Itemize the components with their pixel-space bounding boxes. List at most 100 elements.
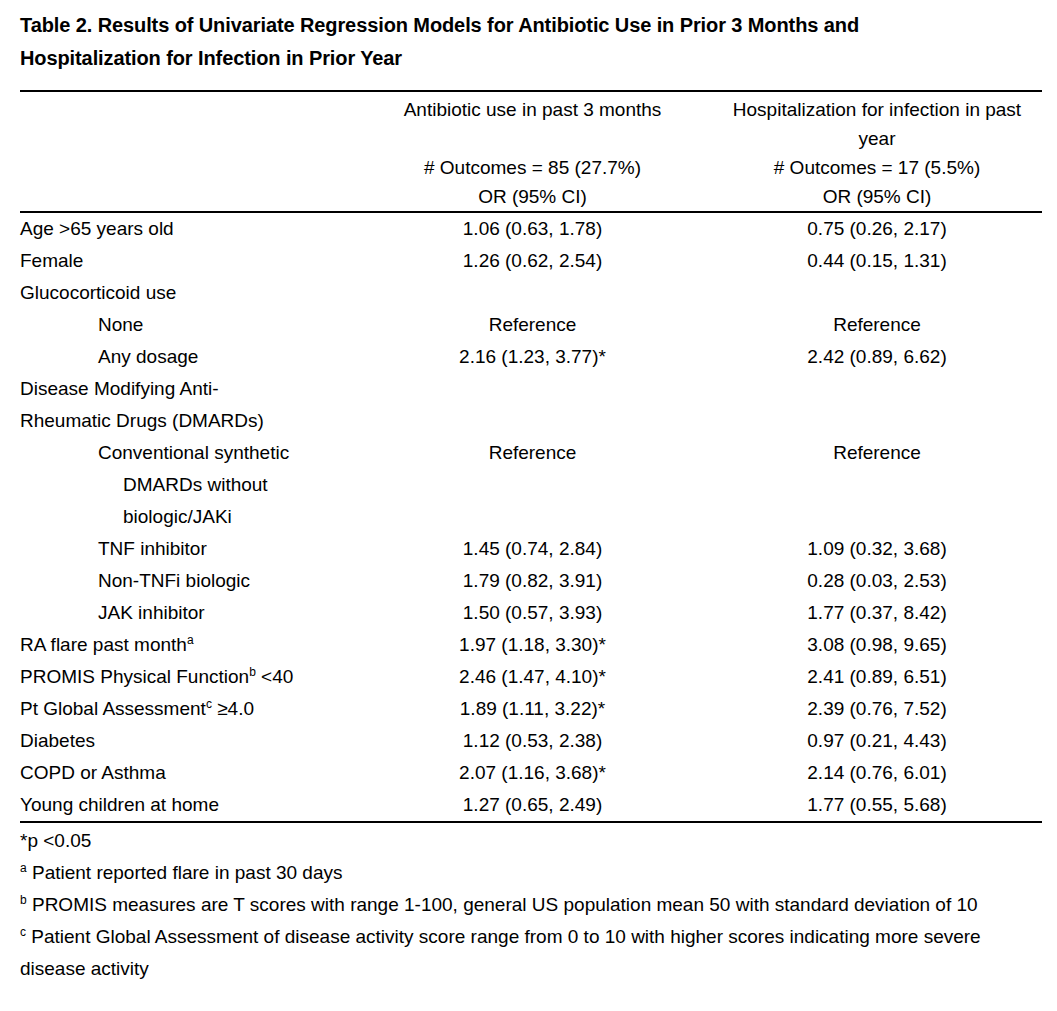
- antibiotic-or-value: 2.07 (1.16, 3.68)*: [365, 757, 700, 789]
- row-label-line: Young children at home: [20, 789, 365, 821]
- row-label-line: Female: [20, 245, 365, 277]
- row-label-line: RA flare past montha: [20, 629, 365, 661]
- table-row: Non-TNFi biologic1.79 (0.82, 3.91)0.28 (…: [20, 565, 1042, 597]
- table-row: Conventional syntheticDMARDs withoutbiol…: [20, 437, 1042, 533]
- table-row: Young children at home1.27 (0.65, 2.49)1…: [20, 789, 1042, 821]
- footnote-marker: c: [206, 697, 212, 711]
- hospitalization-or-value: 0.97 (0.21, 4.43): [700, 725, 1042, 757]
- antibiotic-or-value: [365, 277, 700, 309]
- row-label-line: Non-TNFi biologic: [20, 565, 365, 597]
- header-hospitalization-column: Hospitalization for infection in past ye…: [700, 92, 1042, 211]
- table-title-line-2: Hospitalization for Infection in Prior Y…: [20, 42, 1042, 75]
- antibiotic-or-value: [365, 373, 700, 437]
- row-label-line: JAK inhibitor: [20, 597, 365, 629]
- row-label: RA flare past montha: [20, 629, 365, 661]
- table-row: Female1.26 (0.62, 2.54)0.44 (0.15, 1.31): [20, 245, 1042, 277]
- row-label-line: Rheumatic Drugs (DMARDs): [20, 405, 365, 437]
- header-hospitalization-or-label: OR (95% CI): [712, 182, 1042, 211]
- footnotes: *p <0.05a Patient reported flare in past…: [20, 823, 1005, 985]
- row-label: Conventional syntheticDMARDs withoutbiol…: [20, 437, 365, 533]
- row-label: Female: [20, 245, 365, 277]
- row-label-line: Pt Global Assessmentc ≥4.0: [20, 693, 365, 725]
- row-label-line: PROMIS Physical Functionb <40: [20, 661, 365, 693]
- header-antibiotic-outcomes: # Outcomes = 85 (27.7%): [365, 153, 700, 182]
- table-body: Age >65 years old1.06 (0.63, 1.78)0.75 (…: [20, 213, 1042, 821]
- row-label-line: Conventional synthetic: [20, 437, 365, 469]
- table-row: Any dosage2.16 (1.23, 3.77)*2.42 (0.89, …: [20, 341, 1042, 373]
- antibiotic-or-value: 1.50 (0.57, 3.93): [365, 597, 700, 629]
- antibiotic-or-value: 1.27 (0.65, 2.49): [365, 789, 700, 821]
- table-row: Diabetes1.12 (0.53, 2.38)0.97 (0.21, 4.4…: [20, 725, 1042, 757]
- hospitalization-or-value: 1.77 (0.37, 8.42): [700, 597, 1042, 629]
- row-label-line: Disease Modifying Anti-: [20, 373, 365, 405]
- hospitalization-or-value: 1.09 (0.32, 3.68): [700, 533, 1042, 565]
- hospitalization-or-value: Reference: [700, 309, 1042, 341]
- antibiotic-or-value: 1.79 (0.82, 3.91): [365, 565, 700, 597]
- row-label: TNF inhibitor: [20, 533, 365, 565]
- header-hospitalization-outcomes: # Outcomes = 17 (5.5%): [712, 153, 1042, 182]
- antibiotic-or-value: 1.45 (0.74, 2.84): [365, 533, 700, 565]
- table-row: Glucocorticoid use: [20, 277, 1042, 309]
- footnote: b PROMIS measures are T scores with rang…: [20, 889, 1005, 921]
- table-row: Pt Global Assessmentc ≥4.01.89 (1.11, 3.…: [20, 693, 1042, 725]
- table-row: JAK inhibitor1.50 (0.57, 3.93)1.77 (0.37…: [20, 597, 1042, 629]
- row-label-line: DMARDs without: [20, 469, 365, 501]
- table-row: Disease Modifying Anti-Rheumatic Drugs (…: [20, 373, 1042, 437]
- row-label: Disease Modifying Anti-Rheumatic Drugs (…: [20, 373, 365, 437]
- hospitalization-or-value: 2.39 (0.76, 7.52): [700, 693, 1042, 725]
- footnote: *p <0.05: [20, 825, 1005, 857]
- row-label: Pt Global Assessmentc ≥4.0: [20, 693, 365, 725]
- row-label: Young children at home: [20, 789, 365, 821]
- row-label: None: [20, 309, 365, 341]
- hospitalization-or-value: 0.44 (0.15, 1.31): [700, 245, 1042, 277]
- antibiotic-or-value: Reference: [365, 437, 700, 533]
- row-label-line: Any dosage: [20, 341, 365, 373]
- table-row: RA flare past montha1.97 (1.18, 3.30)*3.…: [20, 629, 1042, 661]
- hospitalization-or-value: Reference: [700, 437, 1042, 533]
- footnote-marker: b: [249, 665, 256, 679]
- paper-table-page: Table 2. Results of Univariate Regressio…: [0, 0, 1057, 985]
- footnote-marker: b: [20, 893, 27, 907]
- row-label-line: Diabetes: [20, 725, 365, 757]
- hospitalization-or-value: 0.28 (0.03, 2.53): [700, 565, 1042, 597]
- row-label: Glucocorticoid use: [20, 277, 365, 309]
- header-antibiotic-or-label: OR (95% CI): [365, 182, 700, 211]
- antibiotic-or-value: 1.89 (1.11, 3.22)*: [365, 693, 700, 725]
- header-antibiotic-column: Antibiotic use in past 3 months # Outcom…: [365, 92, 700, 211]
- table-row: COPD or Asthma2.07 (1.16, 3.68)*2.14 (0.…: [20, 757, 1042, 789]
- footnote: c Patient Global Assessment of disease a…: [20, 921, 1005, 985]
- antibiotic-or-value: Reference: [365, 309, 700, 341]
- hospitalization-or-value: [700, 373, 1042, 437]
- antibiotic-or-value: 1.97 (1.18, 3.30)*: [365, 629, 700, 661]
- table-row: Age >65 years old1.06 (0.63, 1.78)0.75 (…: [20, 213, 1042, 245]
- row-label: PROMIS Physical Functionb <40: [20, 661, 365, 693]
- hospitalization-or-value: 2.14 (0.76, 6.01): [700, 757, 1042, 789]
- row-label: Non-TNFi biologic: [20, 565, 365, 597]
- footnote-marker: a: [187, 633, 194, 647]
- table-title-line-1: Table 2. Results of Univariate Regressio…: [20, 9, 1042, 42]
- row-label: Diabetes: [20, 725, 365, 757]
- header-hospitalization-title: Hospitalization for infection in past ye…: [712, 95, 1042, 153]
- footnote-marker: c: [20, 925, 26, 939]
- antibiotic-or-value: 2.16 (1.23, 3.77)*: [365, 341, 700, 373]
- row-label: COPD or Asthma: [20, 757, 365, 789]
- hospitalization-or-value: [700, 277, 1042, 309]
- row-label: JAK inhibitor: [20, 597, 365, 629]
- antibiotic-or-value: 1.26 (0.62, 2.54): [365, 245, 700, 277]
- antibiotic-or-value: 2.46 (1.47, 4.10)*: [365, 661, 700, 693]
- row-label-line: None: [20, 309, 365, 341]
- row-label: Any dosage: [20, 341, 365, 373]
- row-label-line: Glucocorticoid use: [20, 277, 365, 309]
- footnote-marker: a: [20, 861, 27, 875]
- table-header: Antibiotic use in past 3 months # Outcom…: [20, 92, 1042, 211]
- row-label-line: biologic/JAKi: [20, 501, 365, 533]
- row-label-line: TNF inhibitor: [20, 533, 365, 565]
- table-title: Table 2. Results of Univariate Regressio…: [20, 9, 1042, 75]
- header-antibiotic-title: Antibiotic use in past 3 months: [365, 95, 700, 153]
- antibiotic-or-value: 1.06 (0.63, 1.78): [365, 213, 700, 245]
- hospitalization-or-value: 2.42 (0.89, 6.62): [700, 341, 1042, 373]
- row-label-line: Age >65 years old: [20, 213, 365, 245]
- hospitalization-or-value: 1.77 (0.55, 5.68): [700, 789, 1042, 821]
- table-row: NoneReferenceReference: [20, 309, 1042, 341]
- header-stub-cell: [20, 92, 365, 211]
